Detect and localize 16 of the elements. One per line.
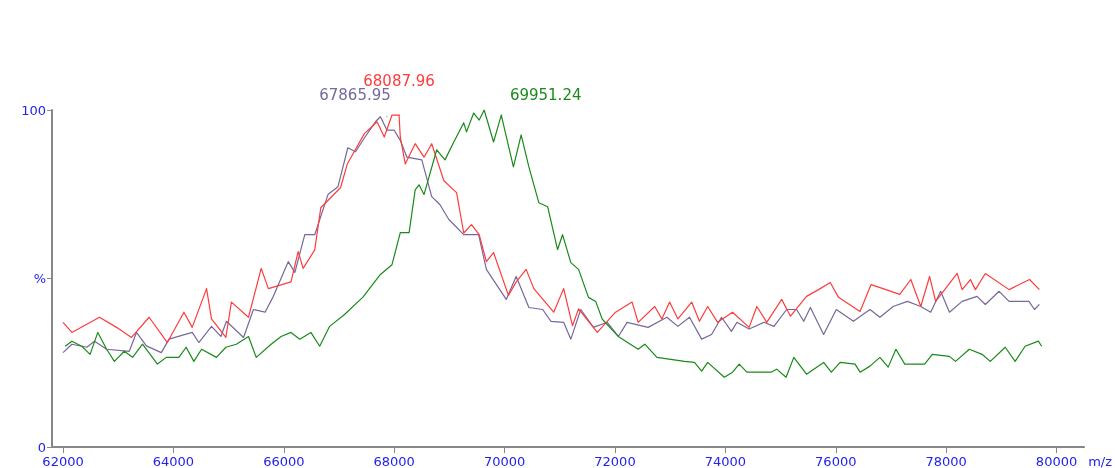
annotation: 67865.95: [319, 86, 391, 104]
x-tick-label: 64000: [152, 454, 195, 468]
x-axis-title: m/z: [1088, 454, 1113, 468]
y-tick-label: 0: [37, 439, 46, 455]
x-tick-label: 66000: [263, 454, 305, 468]
y-tick-label: 100: [21, 102, 46, 118]
x-tick-label: 62000: [42, 454, 84, 468]
x-tick-label: 72000: [594, 454, 636, 468]
y-tick-label: %: [33, 271, 46, 286]
x-tick-label: 68000: [373, 454, 415, 468]
x-tick-label: 80000: [1035, 454, 1078, 468]
annotation: 69951.24: [509, 86, 582, 104]
x-tick-label: 76000: [815, 454, 857, 468]
x-tick-label: 74000: [704, 454, 747, 468]
x-tick-label: 78000: [925, 454, 967, 468]
x-tick-label: 70000: [483, 454, 526, 468]
